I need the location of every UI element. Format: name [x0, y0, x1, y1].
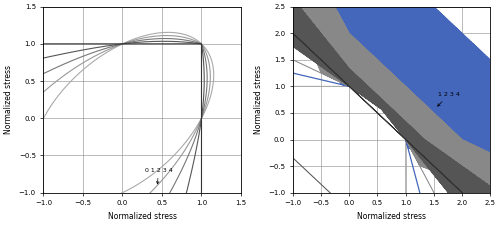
- Y-axis label: Normalized stress: Normalized stress: [254, 65, 262, 134]
- Text: 0 1 2 3 4: 0 1 2 3 4: [144, 168, 172, 184]
- X-axis label: Normalized stress: Normalized stress: [357, 212, 426, 221]
- X-axis label: Normalized stress: Normalized stress: [108, 212, 176, 221]
- Text: 1 2 3 4: 1 2 3 4: [438, 92, 460, 106]
- Y-axis label: Normalized stress: Normalized stress: [4, 65, 13, 134]
